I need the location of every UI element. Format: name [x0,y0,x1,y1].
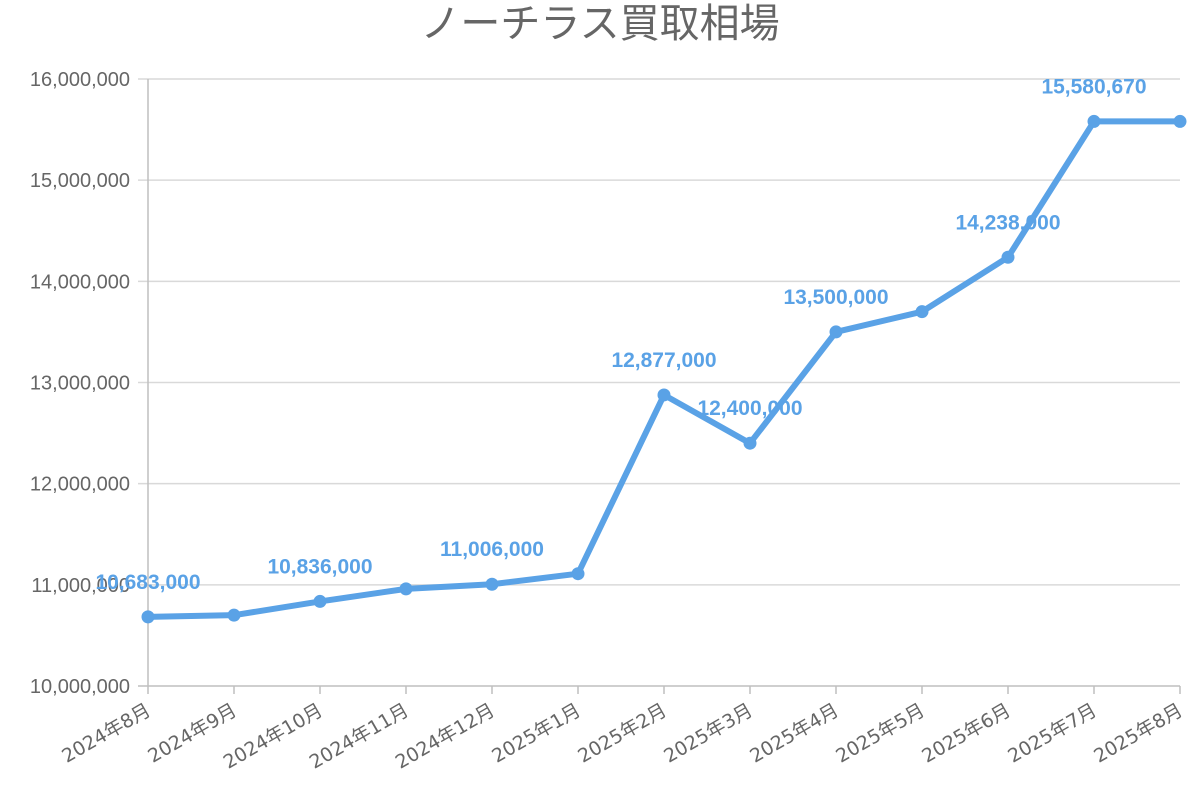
data-point [1087,114,1101,128]
data-point [915,305,929,319]
x-tick-label: 2024年8月 [58,699,154,767]
data-point [227,608,241,622]
x-tick-label: 2025年8月 [1090,699,1186,767]
data-label: 10,683,000 [95,571,200,594]
y-tick-label: 12,000,000 [30,474,130,496]
data-point [485,577,499,591]
y-tick-label: 11,000,000 [31,575,130,597]
data-point [1001,250,1015,264]
x-tick-label: 2025年1月 [488,699,584,767]
data-label: 12,877,000 [611,349,716,372]
data-label: 12,400,000 [697,397,802,420]
y-tick-label: 13,000,000 [30,373,130,395]
y-tick-label: 16,000,000 [30,69,130,91]
data-label: 13,500,000 [783,286,888,309]
data-point [743,436,757,450]
x-tick-label: 2025年6月 [918,699,1014,767]
data-point [829,325,843,339]
x-tick-label: 2025年2月 [574,699,670,767]
data-point [399,582,413,596]
x-tick-label: 2025年4月 [746,699,842,767]
x-tick-label: 2025年7月 [1004,699,1100,767]
data-label: 11,006,000 [440,538,544,561]
data-label: 15,580,670 [1041,75,1146,98]
data-point [313,594,327,608]
y-tick-label: 15,000,000 [30,170,130,192]
x-tick-label: 2025年5月 [832,699,928,767]
data-point [1173,114,1187,128]
y-tick-label: 10,000,000 [30,676,130,698]
data-point [657,388,671,402]
chart-title: ノーチラス買取相場 [420,1,780,47]
x-tick-label: 2025年3月 [660,699,756,767]
data-point [571,567,585,581]
data-label: 14,238,000 [955,211,1060,234]
data-point [141,610,155,624]
data-label: 10,836,000 [267,555,372,578]
y-tick-label: 14,000,000 [30,271,130,293]
